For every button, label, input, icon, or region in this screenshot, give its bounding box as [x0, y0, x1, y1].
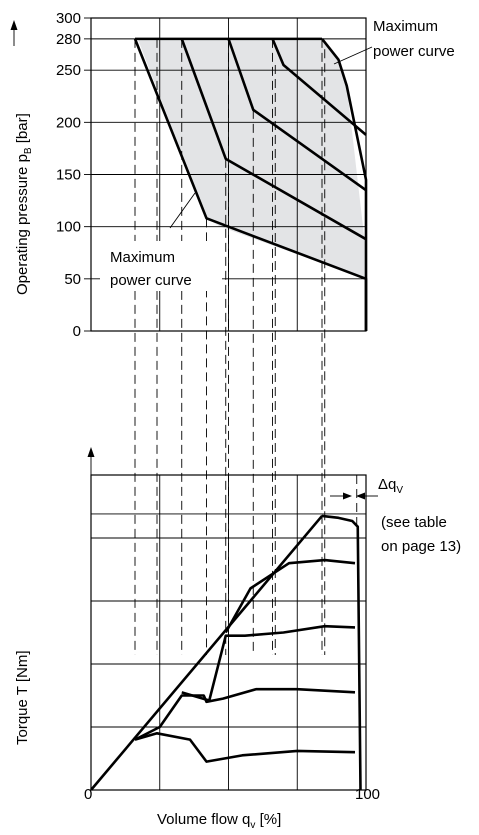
max-power-label-top-line2: power curve — [373, 43, 455, 60]
torque-curve-2 — [321, 514, 362, 791]
see-table-line2: on page 13) — [381, 538, 461, 555]
max-power-leader-top — [333, 46, 373, 65]
torque-curves — [90, 514, 362, 791]
torque-curve-3 — [224, 558, 356, 634]
delta-left-arrow-head — [343, 492, 352, 500]
pressure-tick-300: 300 — [56, 10, 81, 27]
pressure-tick-50: 50 — [64, 271, 81, 288]
pressure-guide-lines — [134, 38, 326, 655]
torque-curve-1 — [90, 515, 323, 791]
pressure-axis-title: Operating pressure pB [bar] — [14, 113, 34, 295]
flow-axis-title: Volume flow qv [%] — [157, 811, 281, 831]
torque-chart: Torque T [Nm] 0 100 Volume flow qv [%] Δ… — [14, 447, 461, 831]
torque-axis-title: Torque T [Nm] — [14, 651, 31, 745]
pressure-curve-4 — [271, 38, 367, 136]
torque-chart-grid — [90, 474, 367, 791]
power-region-shading — [137, 38, 366, 279]
x-tick-0: 0 — [84, 786, 92, 803]
pressure-axis-arrow-head — [10, 20, 18, 30]
see-table-line1: (see table — [381, 514, 447, 531]
x-tick-100: 100 — [355, 786, 380, 803]
max-power-label-bottom-line2: power curve — [110, 272, 192, 289]
pressure-tick-0: 0 — [73, 323, 81, 340]
pressure-tick-100: 100 — [56, 219, 81, 236]
max-power-label-bg — [100, 241, 222, 291]
pressure-tick-280: 280 — [56, 31, 81, 48]
pressure-tick-200: 200 — [56, 114, 81, 131]
pressure-tick-250: 250 — [56, 62, 81, 79]
max-power-leader-bottom — [169, 192, 196, 229]
pressure-axis-ticks: 300 280 250 200 150 100 50 0 — [56, 10, 91, 340]
max-power-label-top-line1: Maximum — [373, 18, 438, 35]
pressure-curve-2 — [180, 38, 367, 241]
max-power-label-bottom-line1: Maximum — [110, 249, 175, 266]
delta-qv-label: ΔqV — [378, 476, 403, 496]
pressure-curves — [133, 37, 368, 331]
pressure-tick-150: 150 — [56, 167, 81, 184]
pressure-curve-5 — [320, 38, 368, 331]
pressure-curve-3 — [227, 38, 367, 192]
torque-curve-5 — [134, 687, 356, 741]
torque-axis-arrow-head — [87, 447, 95, 457]
delta-right-arrow-head — [356, 492, 365, 500]
pressure-chart: 300 280 250 200 150 100 50 0 Operating pressure… — [10, 10, 455, 655]
torque-curve-6 — [134, 731, 356, 763]
